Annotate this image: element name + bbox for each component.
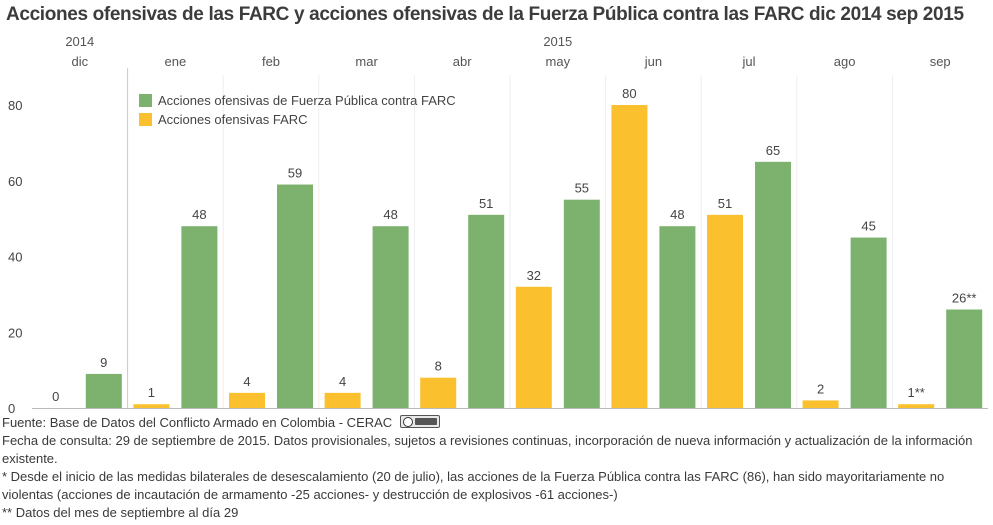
bar-fuerza-publica: [372, 226, 409, 408]
year-label: 2014: [65, 34, 94, 49]
month-label: ago: [834, 54, 856, 69]
bar-fuerza-publica: [563, 199, 600, 408]
data-label: 1: [148, 385, 155, 400]
consulta-note: Fecha de consulta: 29 de septiembre de 2…: [2, 433, 973, 466]
creative-commons-icon: [400, 415, 441, 428]
bar-farc: [707, 214, 743, 408]
bar-farc: [802, 400, 839, 408]
data-label: 65: [766, 143, 780, 158]
bar-fuerza-publica: [181, 226, 218, 408]
month-label: abr: [453, 54, 472, 69]
legend-swatch: [139, 113, 152, 126]
data-label: 45: [861, 219, 875, 234]
bar-farc: [420, 377, 457, 408]
month-label: mar: [355, 54, 378, 69]
data-label: 9: [100, 355, 107, 370]
legend: Acciones ofensivas de Fuerza Pública con…: [139, 93, 456, 127]
bar-fuerza-publica: [85, 373, 122, 408]
data-label: 2: [817, 381, 824, 396]
y-tick-label: 0: [8, 401, 15, 416]
bar-fuerza-publica: [946, 309, 983, 408]
data-label: 48: [383, 207, 397, 222]
bars: 0 9 1 48 4 59 4 48 8 51 32 55 80 48 51 65 2 45 1** 26**: [52, 86, 983, 408]
month-label: dic: [71, 54, 88, 69]
bar-farc: [611, 105, 648, 408]
data-label: 55: [575, 181, 589, 196]
data-label: 8: [435, 359, 442, 374]
bar-farc: [898, 404, 935, 408]
month-label: feb: [262, 54, 280, 69]
data-label: 51: [479, 196, 493, 211]
data-label: 4: [243, 374, 250, 389]
month-label: jul: [741, 54, 755, 69]
data-label: 80: [622, 86, 636, 101]
bar-farc: [229, 392, 265, 408]
data-label: 48: [670, 207, 684, 222]
y-tick-label: 60: [8, 174, 22, 189]
year-label: 2015: [543, 34, 572, 49]
data-label: 48: [192, 207, 206, 222]
month-label: ene: [165, 54, 187, 69]
data-label: 26**: [952, 291, 977, 306]
chart-title: Acciones ofensivas de las FARC y accione…: [6, 4, 964, 25]
bar-farc: [324, 392, 361, 408]
footnotes: Fuente: Base de Datos del Conflicto Arma…: [2, 414, 987, 522]
bar-fuerza-publica: [659, 226, 696, 408]
month-label: sep: [930, 54, 951, 69]
data-label: 32: [527, 268, 541, 283]
bar-farc: [133, 404, 170, 408]
legend-label: Acciones ofensivas de Fuerza Pública con…: [158, 93, 456, 108]
bar-fuerza-publica: [755, 161, 791, 408]
bar-fuerza-publica: [850, 237, 887, 408]
y-tick-label: 40: [8, 250, 22, 265]
data-label: 0: [52, 389, 59, 404]
data-label: 59: [288, 166, 302, 181]
legend-swatch: [139, 94, 152, 107]
data-label: 51: [718, 196, 732, 211]
data-label: 4: [339, 374, 346, 389]
month-label: jun: [644, 54, 662, 69]
legend-label: Acciones ofensivas FARC: [158, 112, 308, 127]
bar-fuerza-publica: [277, 184, 313, 408]
source-note: Fuente: Base de Datos del Conflicto Arma…: [2, 414, 987, 432]
y-tick-label: 80: [8, 98, 22, 113]
y-tick-label: 20: [8, 325, 22, 340]
desescalamiento-note: * Desde el inicio de las medidas bilater…: [2, 469, 945, 502]
bar-fuerza-publica: [468, 214, 505, 408]
month-label: may: [546, 54, 571, 69]
september-note: ** Datos del mes de septiembre al día 29: [2, 505, 239, 520]
data-label: 1**: [908, 385, 925, 400]
bar-farc: [515, 286, 552, 408]
